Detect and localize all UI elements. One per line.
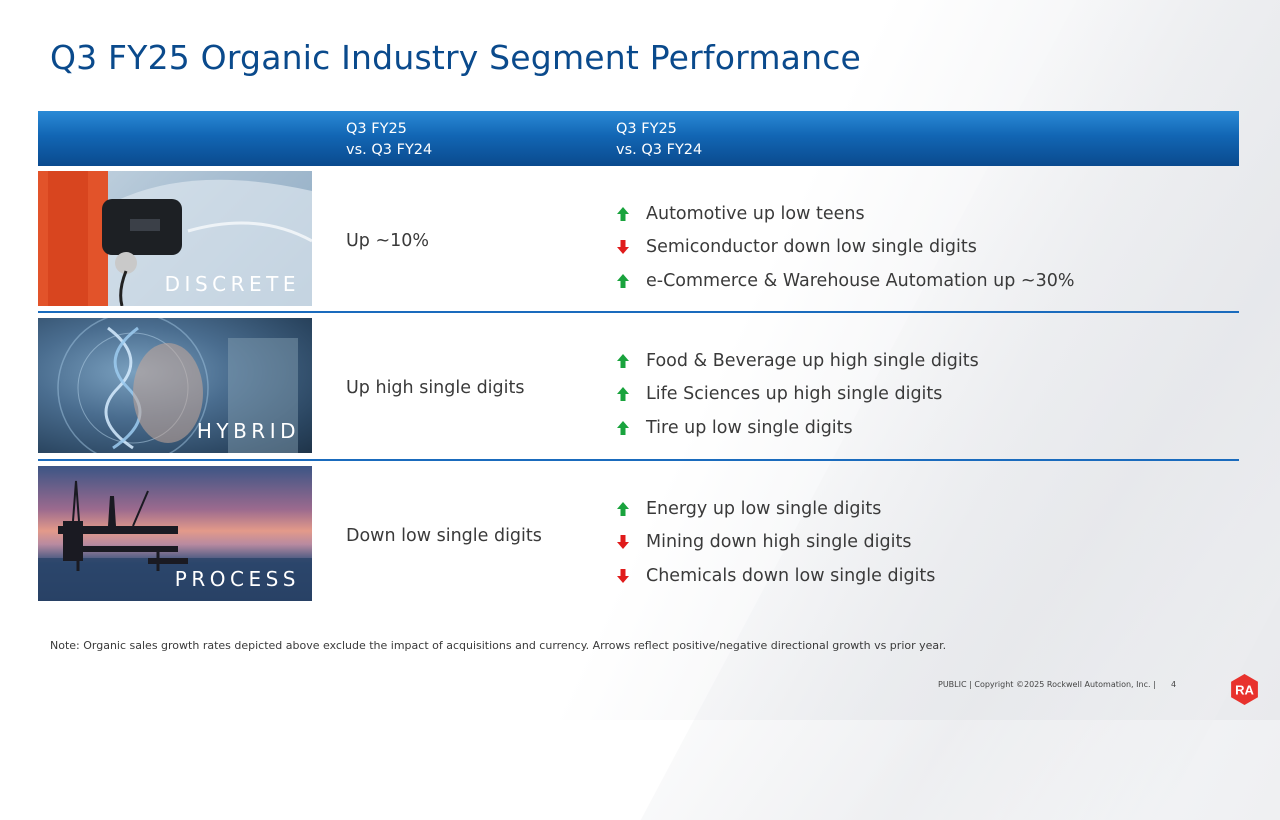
arrow-up-icon bbox=[617, 501, 629, 516]
segment-summary: Up high single digits bbox=[346, 378, 525, 398]
segment-row-process: PROCESS Down low single digits Energy up… bbox=[38, 466, 1239, 602]
ev-charging-illustration bbox=[38, 171, 312, 306]
segment-row-hybrid: HYBRID Up high single digits Food & Beve… bbox=[38, 318, 1239, 454]
list-item: Life Sciences up high single digits bbox=[616, 378, 979, 412]
list-item: Tire up low single digits bbox=[616, 411, 979, 445]
header-col1-line2: vs. Q3 FY24 bbox=[346, 142, 433, 158]
segment-label-discrete: DISCRETE bbox=[164, 272, 300, 296]
header-col2-line1: Q3 FY25 bbox=[616, 121, 677, 137]
arrow-down-icon bbox=[617, 240, 629, 255]
discrete-photo: DISCRETE bbox=[38, 171, 312, 306]
process-photo: PROCESS bbox=[38, 466, 312, 601]
footnote: Note: Organic sales growth rates depicte… bbox=[50, 639, 947, 652]
rockwell-logo-icon: RA bbox=[1231, 674, 1258, 705]
list-item: Automotive up low teens bbox=[616, 197, 1074, 231]
segment-row-discrete: DISCRETE Up ~10% Automotive up low teens… bbox=[38, 171, 1239, 307]
arrow-down-icon bbox=[617, 568, 629, 583]
logo-text: RA bbox=[1235, 683, 1254, 698]
list-item-text: Mining down high single digits bbox=[646, 532, 912, 553]
list-item: Semiconductor down low single digits bbox=[616, 231, 1074, 265]
slide-title: Q3 FY25 Organic Industry Segment Perform… bbox=[50, 38, 862, 77]
arrow-up-icon bbox=[617, 353, 629, 368]
page-number: 4 bbox=[1171, 680, 1177, 689]
list-item-text: Chemicals down low single digits bbox=[646, 565, 936, 586]
header-col2-line2: vs. Q3 FY24 bbox=[616, 142, 703, 158]
copyright-footer: PUBLIC | Copyright ©2025 Rockwell Automa… bbox=[938, 680, 1156, 689]
arrow-down-icon bbox=[617, 535, 629, 550]
list-item-text: e-Commerce & Warehouse Automation up ~30… bbox=[646, 270, 1075, 291]
list-item-text: Tire up low single digits bbox=[646, 417, 853, 438]
segment-label-hybrid: HYBRID bbox=[196, 419, 300, 443]
header-col1-line1: Q3 FY25 bbox=[346, 121, 407, 137]
list-item-text: Life Sciences up high single digits bbox=[646, 384, 943, 405]
list-item: Energy up low single digits bbox=[616, 492, 935, 526]
segment-detail-list: Food & Beverage up high single digits Li… bbox=[616, 344, 979, 445]
header-segment-column: Q3 FY25 vs. Q3 FY24 bbox=[346, 119, 432, 161]
table-header-bar: Q3 FY25 vs. Q3 FY24 Q3 FY25 vs. Q3 FY24 bbox=[38, 111, 1239, 166]
arrow-up-icon bbox=[617, 273, 629, 288]
segment-detail-list: Energy up low single digits Mining down … bbox=[616, 492, 935, 593]
list-item-text: Energy up low single digits bbox=[646, 498, 882, 519]
list-item-text: Food & Beverage up high single digits bbox=[646, 350, 979, 371]
list-item: Mining down high single digits bbox=[616, 526, 935, 560]
list-item: Chemicals down low single digits bbox=[616, 559, 935, 593]
list-item: Food & Beverage up high single digits bbox=[616, 344, 979, 378]
list-item-text: Automotive up low teens bbox=[646, 203, 865, 224]
list-item-text: Semiconductor down low single digits bbox=[646, 237, 977, 258]
row-divider bbox=[38, 459, 1239, 461]
offshore-rig-illustration bbox=[38, 480, 312, 601]
arrow-up-icon bbox=[617, 420, 629, 435]
row-divider bbox=[38, 311, 1239, 313]
dna-hand-illustration bbox=[57, 318, 298, 453]
segment-summary: Up ~10% bbox=[346, 231, 430, 251]
list-item: e-Commerce & Warehouse Automation up ~30… bbox=[616, 264, 1074, 298]
segment-summary: Down low single digits bbox=[346, 526, 542, 546]
segment-detail-list: Automotive up low teens Semiconductor do… bbox=[616, 197, 1074, 298]
hybrid-photo: HYBRID bbox=[38, 318, 312, 453]
arrow-up-icon bbox=[617, 206, 629, 221]
arrow-up-icon bbox=[617, 387, 629, 402]
segment-label-process: PROCESS bbox=[174, 567, 300, 591]
header-detail-column: Q3 FY25 vs. Q3 FY24 bbox=[616, 119, 702, 161]
